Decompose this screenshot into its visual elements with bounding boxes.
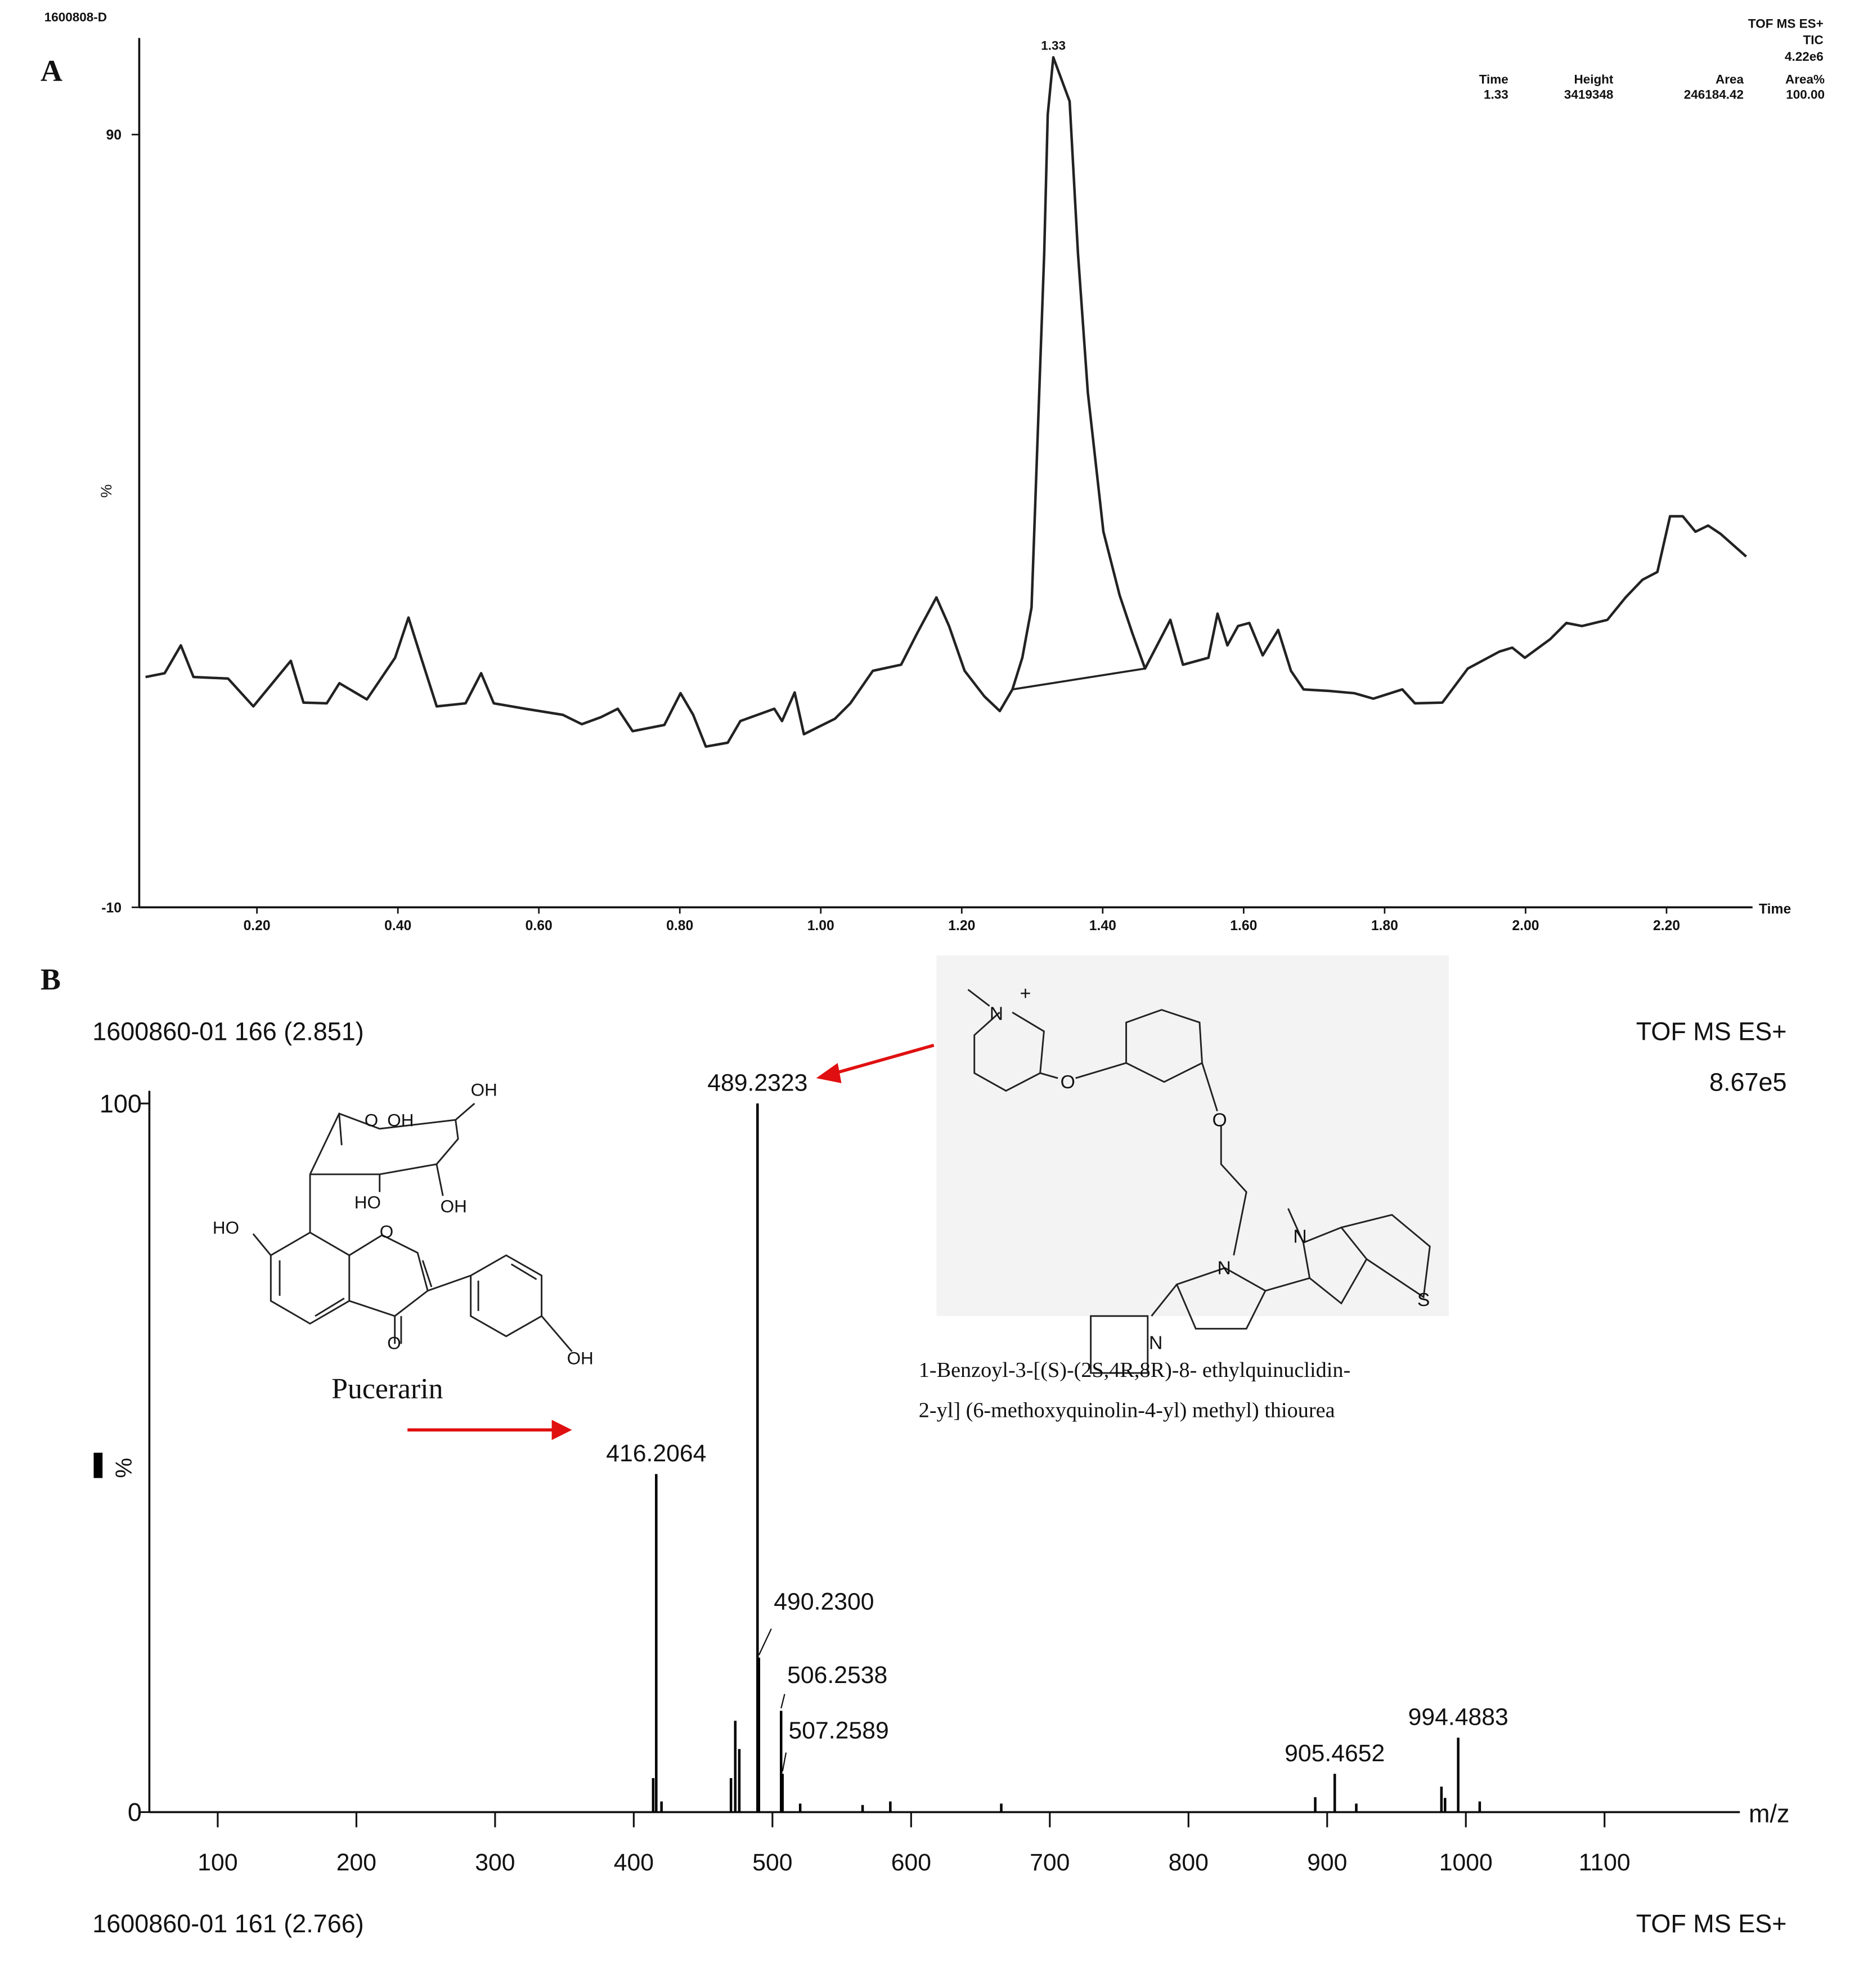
chromatogram-line (145, 56, 1748, 748)
label-leader (780, 1694, 785, 1709)
x-tick-label: 600 (891, 1849, 931, 1876)
x-axis-label: Time (1759, 902, 1791, 917)
y-axis-label: % (98, 484, 115, 498)
peak-label: 1.33 (1041, 38, 1066, 52)
x-tick-label: 1.40 (1089, 918, 1116, 934)
x-tick-label: 0.60 (526, 918, 553, 934)
puerarin-labels: OH O OH HO OH HO O O OH (213, 1080, 594, 1368)
atom-label: OH (387, 1111, 414, 1130)
footer-text: TOF MS ES+ (1636, 1909, 1787, 1938)
x-tick-label: 400 (614, 1849, 654, 1876)
atom-label: N (1149, 1332, 1162, 1353)
table-header: Height (1574, 72, 1613, 86)
y-tick-label: 90 (106, 128, 122, 143)
spectrum-title: 1600860-01 166 (2.851) (92, 1017, 364, 1046)
peak-label: 490.2300 (774, 1588, 874, 1615)
atom-label: O (380, 1222, 393, 1241)
atom-label: O (1212, 1110, 1227, 1131)
x-tick-label: 300 (475, 1849, 515, 1876)
table-header: Time (1479, 72, 1508, 86)
x-tick-label: 2.20 (1653, 918, 1680, 934)
atom-label: HO (354, 1193, 381, 1213)
atom-label: N (1293, 1226, 1306, 1247)
x-tick-label: 0.20 (244, 918, 271, 934)
x-tick-label: 0.40 (384, 918, 411, 934)
compound-name: 2-yl] (6-methoxyquinolin-4-yl) methyl) t… (919, 1399, 1335, 1422)
ligand-labels: N + O O N N N S (990, 983, 1430, 1354)
y-axis-label: % (111, 1458, 137, 1478)
table-header: Area (1716, 72, 1744, 86)
peak-label: 507.2589 (789, 1717, 889, 1744)
peak-label: 416.2064 (606, 1440, 706, 1467)
puerarin-structure (252, 1102, 573, 1352)
atom-label: O (365, 1111, 378, 1130)
x-tick-label: 200 (336, 1849, 376, 1876)
x-tick-label: 1.80 (1371, 918, 1398, 934)
label-leader (782, 1752, 787, 1772)
table-header: Area% (1785, 72, 1825, 86)
table-cell: 3419348 (1564, 87, 1613, 101)
atom-label: OH (471, 1080, 497, 1100)
atom-label: OH (441, 1196, 467, 1216)
x-tick-label: 500 (752, 1849, 792, 1876)
x-tick-label: 900 (1307, 1849, 1347, 1876)
atom-label: N (990, 1003, 1003, 1025)
atom-label: OH (567, 1348, 594, 1368)
atom-label: O (1061, 1071, 1075, 1093)
table-cell: 100.00 (1786, 87, 1825, 101)
header-text: TOF MS ES+ (1636, 1017, 1787, 1046)
table-cell: 246184.42 (1684, 87, 1744, 101)
header-text: TIC (1803, 33, 1824, 47)
x-axis-label: m/z (1749, 1799, 1789, 1828)
footer-text: 1600860-01 161 (2.766) (92, 1909, 364, 1938)
y-tick-label: -10 (101, 900, 122, 916)
x-tick-label: 0.80 (666, 918, 693, 934)
header-text: 4.22e6 (1785, 50, 1824, 64)
marker (93, 1452, 103, 1478)
atom-label: S (1417, 1289, 1430, 1311)
peak-label: 506.2538 (787, 1662, 887, 1689)
x-tick-label: 1.00 (807, 918, 834, 934)
atom-label: O (387, 1333, 401, 1353)
ligand-structure (967, 989, 1431, 1374)
arrow (407, 1043, 935, 1440)
y-tick-label: 0 (128, 1798, 142, 1827)
x-tick-label: 1100 (1579, 1849, 1631, 1876)
peak-label: 994.4883 (1408, 1704, 1508, 1731)
integration-baseline (1012, 667, 1146, 690)
panel-label: A (41, 54, 62, 88)
atom-label: + (1020, 983, 1031, 1004)
table-cell: 1.33 (1484, 87, 1508, 101)
atom-label: N (1217, 1258, 1231, 1279)
x-tick-label: 1.20 (948, 918, 975, 934)
panel-label: B (41, 963, 61, 997)
compound-name: Pucerarin (331, 1373, 443, 1405)
x-tick-label: 1000 (1439, 1849, 1493, 1876)
label-leader (758, 1628, 772, 1655)
run-id: 1600808-D (44, 10, 107, 24)
x-tick-label: 1.60 (1230, 918, 1257, 934)
x-tick-label: 100 (197, 1849, 237, 1876)
y-tick-label: 100 (100, 1089, 142, 1118)
x-tick-label: 2.00 (1512, 918, 1539, 934)
peak-label: 905.4652 (1285, 1740, 1385, 1767)
x-tick-label: 700 (1030, 1849, 1070, 1876)
header-text: 8.67e5 (1709, 1068, 1787, 1097)
x-tick-label: 800 (1169, 1849, 1209, 1876)
peak-label: 489.2323 (707, 1070, 807, 1097)
header-text: TOF MS ES+ (1748, 16, 1824, 30)
atom-label: HO (213, 1218, 239, 1238)
compound-name: 1-Benzoyl-3-[(S)-(2S,4R,8R)-8- ethylquin… (919, 1358, 1350, 1382)
